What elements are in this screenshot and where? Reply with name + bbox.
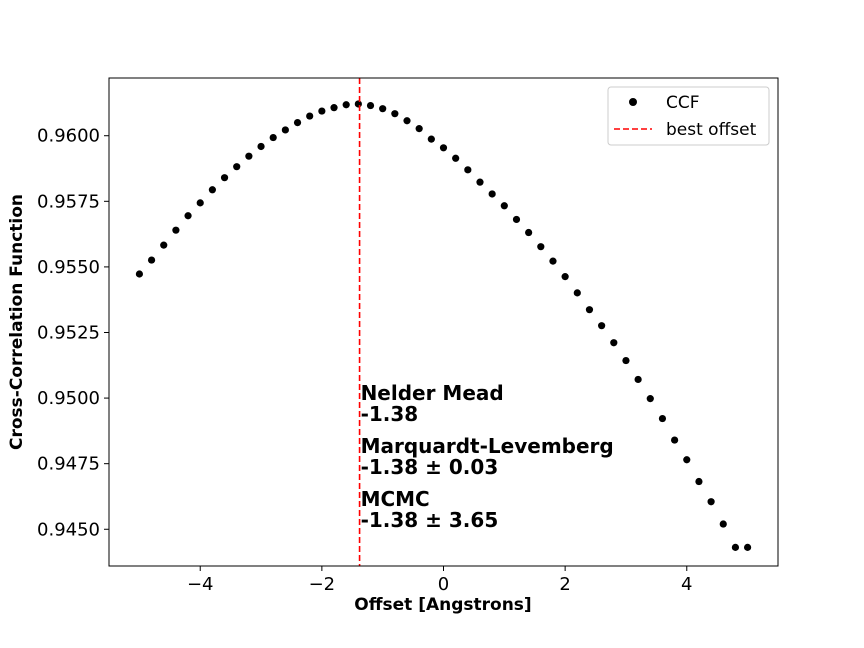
ccf-point [658,414,667,423]
ccf-point [476,178,484,186]
ccf-point [293,119,302,127]
ccf-point [220,174,229,182]
legend-ccf-label: CCF [666,93,700,113]
legend: CCF best offset [607,86,770,146]
ccf-point [330,104,338,112]
ccf-point [488,190,496,198]
ccf-point [379,105,387,113]
ccf-point [598,322,606,330]
ccf-point [427,135,435,143]
ccf-point [160,241,168,249]
legend-ccf-marker [629,98,637,106]
ccf-point [537,243,545,251]
y-tick-label: 0.9575 [37,191,100,212]
y-tick-label: 0.9525 [37,322,100,343]
annotation-value: -1.38 [361,402,419,426]
x-tick-label: −4 [187,574,214,595]
annotation-method: Marquardt-Levemberg [361,434,614,458]
fit-annotations: Nelder Mead-1.38Marquardt-Levemberg-1.38… [361,381,614,532]
ccf-point [257,142,265,151]
ccf-point [573,289,581,297]
ccf-point [245,152,253,160]
ccf-point [366,101,375,110]
ccf-point [184,212,192,220]
ccf-point [318,107,326,115]
annotation-value: -1.38 ± 3.65 [361,508,499,532]
ccf-point [452,154,460,162]
y-tick-label: 0.9450 [37,519,100,540]
ccf-point [622,356,630,365]
ccf-point [671,436,679,444]
ccf-point [269,133,277,142]
x-tick-label: 0 [438,574,449,595]
y-tick-label: 0.9600 [37,126,100,147]
ccf-point [683,456,691,464]
ccf-point [233,163,241,171]
ccf-point [208,186,216,194]
ccf-point [391,110,399,118]
y-tick-label: 0.9500 [37,388,100,409]
ccf-points [135,100,752,551]
annotation-method: Nelder Mead [361,381,504,405]
ccf-point [147,256,156,264]
ccf-point [439,144,448,152]
x-axis-ticks: −4 −2 0 2 4 [187,566,692,595]
ccf-point [306,112,314,120]
plot-area [109,78,778,566]
x-tick-label: 2 [559,574,570,595]
annotation-method: MCMC [361,487,430,511]
y-tick-label: 0.9550 [37,257,100,278]
legend-best-offset-label: best offset [666,120,757,140]
ccf-point [719,520,727,528]
ccf-point [196,199,204,207]
ccf-point [135,270,144,278]
ccf-point [634,375,642,384]
x-tick-label: −2 [309,574,336,595]
x-axis-title: Offset [Angstrons] [354,595,531,615]
ccf-point [342,101,350,109]
ccf-point [403,117,411,125]
ccf-point [525,228,533,237]
ccf-point [585,306,594,314]
ccf-point [646,395,654,403]
ccf-point [743,543,752,551]
ccf-point [561,273,569,281]
ccf-point [172,226,180,234]
y-axis-ticks: 0.9450 0.9475 0.9500 0.9525 0.9550 0.9575 0.96… [37,126,109,540]
ccf-point [549,257,557,265]
x-tick-label: 4 [681,574,692,595]
y-tick-label: 0.9475 [37,454,100,475]
ccf-point [695,477,703,486]
ccf-point [500,202,508,210]
ccf-point [415,125,423,133]
legend-box [607,86,770,146]
ccf-point [512,215,521,224]
ccf-point [354,100,362,108]
ccf-point [707,498,715,506]
ccf-point [610,339,618,347]
ccf-point [464,166,472,174]
ccf-point [281,126,289,134]
y-axis-title: Cross-Correlation Function [7,194,27,450]
annotation-value: -1.38 ± 0.03 [361,455,499,479]
ccf-point [731,543,740,551]
